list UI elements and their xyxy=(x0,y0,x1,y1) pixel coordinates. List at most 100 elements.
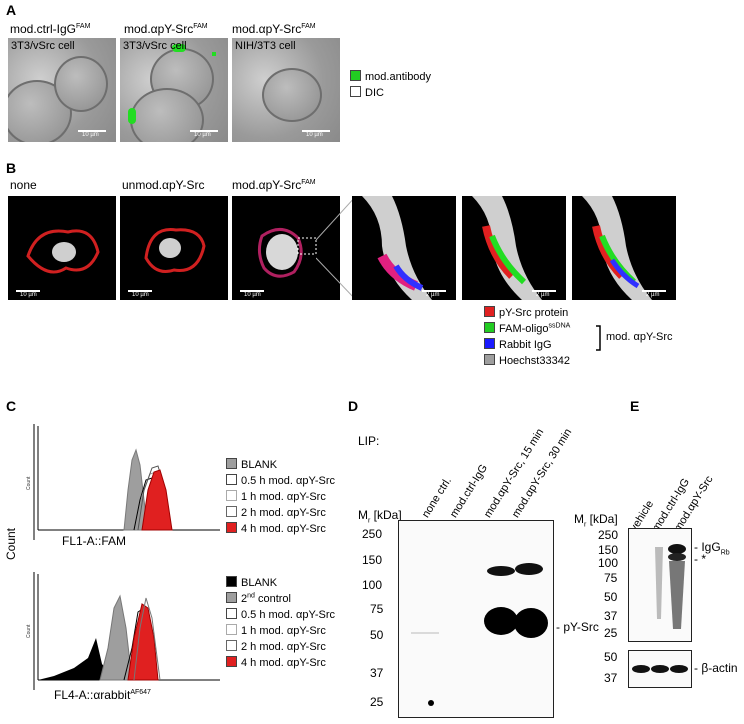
panel-c-bottom-xlabel: FL4-A::αrabbitAF647 xyxy=(54,688,151,702)
mw-marker: 150 xyxy=(362,553,383,567)
legend-bracket-label: mod. αpY-Src xyxy=(606,331,673,343)
mw-marker: 37 xyxy=(370,666,384,680)
blot-bands xyxy=(632,665,688,673)
mw-marker: 75 xyxy=(370,602,384,616)
scale-text: 10 µm xyxy=(132,292,149,298)
mw-marker: 37 xyxy=(604,609,618,623)
legend-bracket xyxy=(596,325,601,351)
mw-marker: 250 xyxy=(598,528,619,542)
mw-marker: 250 xyxy=(362,527,383,541)
fam-signal xyxy=(128,108,136,124)
scale-bar xyxy=(78,130,106,132)
cell-red xyxy=(144,228,206,273)
legend-swatch xyxy=(226,576,237,587)
legend-item: Hoechst33342 xyxy=(484,354,570,367)
legend-item: 2 h mod. αpY-Src xyxy=(226,640,326,653)
panel-c-top-xlabel: FL1-A::FAM xyxy=(62,534,127,548)
scale-text: 2 µm xyxy=(426,292,440,298)
panel-label-d: D xyxy=(348,398,359,414)
histogram-fam: Count xyxy=(26,424,220,540)
mw-marker: 50 xyxy=(604,650,618,664)
fluorescence-b1: 10 µm xyxy=(8,196,116,300)
legend-swatch xyxy=(484,354,495,365)
fam-signal xyxy=(212,52,216,56)
legend-item: 1 h mod. αpY-Src xyxy=(226,624,326,637)
scale-bar xyxy=(190,130,218,132)
histogram-af647: Count xyxy=(26,572,220,690)
legend-swatch xyxy=(226,656,237,667)
scale-bar xyxy=(532,290,556,292)
fam-signal xyxy=(172,44,186,52)
scale-text: 10 µm xyxy=(194,132,211,138)
legend-swatch xyxy=(226,490,237,501)
western-blot-d xyxy=(398,520,554,718)
scale-text: 10 µm xyxy=(20,292,37,298)
scale-bar xyxy=(422,290,446,292)
legend-item: DIC xyxy=(350,86,384,99)
micrograph-a1: 3T3/vSrc cell 10 µm xyxy=(8,38,116,142)
zoom-connector xyxy=(316,196,356,300)
micrograph-caption: 3T3/vSrc cell xyxy=(11,40,75,52)
western-blot-e-actin xyxy=(628,650,692,688)
legend-item: 2 h mod. αpY-Src xyxy=(226,506,326,519)
legend-item: BLANK xyxy=(226,576,277,589)
fluorescence-b2: 10 µm xyxy=(120,196,228,300)
panel-label-e: E xyxy=(630,398,640,414)
mw-marker: 75 xyxy=(604,571,618,585)
western-blot-e xyxy=(628,528,692,642)
panel-b-title-2: unmod.αpY-Src xyxy=(122,178,205,192)
mw-marker: 150 xyxy=(598,543,619,557)
legend-swatch xyxy=(226,474,237,485)
legend-item: mod.antibody xyxy=(350,70,431,83)
legend-swatch xyxy=(484,338,495,349)
legend-item: 0.5 h mod. αpY-Src xyxy=(226,608,335,621)
legend-swatch xyxy=(484,322,495,333)
scale-text: 2 µm xyxy=(646,292,660,298)
legend-item: 2nd control xyxy=(226,592,291,605)
legend-item: BLANK xyxy=(226,458,277,471)
panel-a-title-2: mod.αpY-SrcFAM xyxy=(124,22,208,36)
micrograph-caption: NIH/3T3 cell xyxy=(235,40,296,52)
scale-bar xyxy=(16,290,40,292)
panel-b-title-1: none xyxy=(10,178,37,192)
cell-shape xyxy=(262,68,322,122)
zoom-image-1: 2 µm xyxy=(352,196,456,300)
cell-shape xyxy=(54,56,108,112)
legend-swatch xyxy=(226,624,237,635)
mw-marker: 100 xyxy=(362,578,383,592)
legend-item: 0.5 h mod. αpY-Src xyxy=(226,474,335,487)
cell-shape xyxy=(130,88,204,142)
mr-label: Mr [kDa] xyxy=(358,508,402,525)
legend-item: Rabbit IgG xyxy=(484,338,552,351)
micrograph-a3: NIH/3T3 cell 10 µm xyxy=(232,38,340,142)
band-label-py-src: - pY-Src xyxy=(556,620,599,634)
zoom-content xyxy=(582,196,652,300)
scale-text: 10 µm xyxy=(82,132,99,138)
panel-a-title-3: mod.αpY-SrcFAM xyxy=(232,22,316,36)
panel-label-a: A xyxy=(6,2,17,18)
panel-label-b: B xyxy=(6,160,17,176)
panel-b-title-3: mod.αpY-SrcFAM xyxy=(232,178,316,192)
cell-red xyxy=(257,228,317,278)
zoom-content xyxy=(362,196,432,300)
legend-item: 4 h mod. αpY-Src xyxy=(226,656,326,669)
legend-item: 1 h mod. αpY-Src xyxy=(226,490,326,503)
scale-bar xyxy=(240,290,264,292)
fluorescence-b3: 10 µm xyxy=(232,196,340,300)
zoom-content xyxy=(472,196,542,300)
scale-bar xyxy=(302,130,330,132)
mw-marker: 25 xyxy=(370,695,384,709)
legend-swatch xyxy=(484,306,495,317)
zoom-image-2: 2 µm xyxy=(462,196,566,300)
legend-swatch xyxy=(226,522,237,533)
blot-bands xyxy=(411,563,548,706)
panel-c-ylabel: Count xyxy=(4,527,18,560)
legend-item: 4 h mod. αpY-Src xyxy=(226,522,326,535)
legend-item: pY-Src protein xyxy=(484,306,568,319)
axis-tick: Count xyxy=(26,624,32,638)
micrograph-caption: 3T3/vSrc cell xyxy=(123,40,187,52)
zoom-image-3: 2 µm xyxy=(572,196,676,300)
star-label: - * xyxy=(694,552,707,566)
mw-marker: 25 xyxy=(604,626,618,640)
scale-text: 2 µm xyxy=(536,292,550,298)
